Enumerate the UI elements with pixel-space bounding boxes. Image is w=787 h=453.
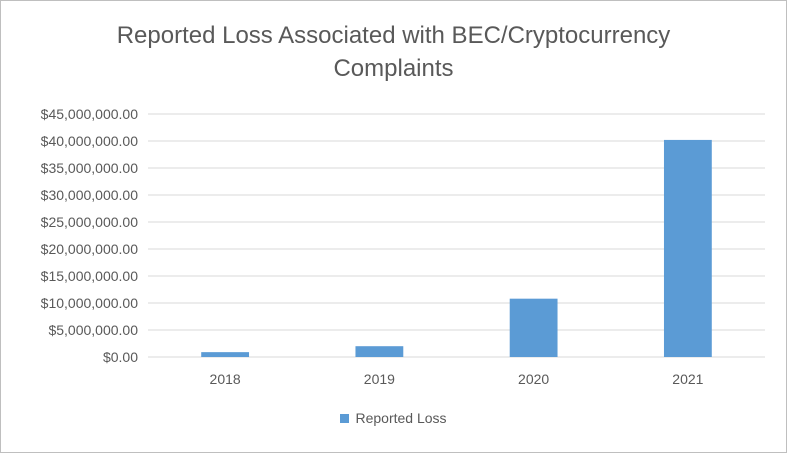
y-tick-label: $40,000,000.00 <box>41 133 139 149</box>
y-tick-label: $10,000,000.00 <box>41 295 139 311</box>
gridlines <box>148 113 765 358</box>
bar-2020 <box>509 298 558 357</box>
bar-2018 <box>201 352 250 357</box>
x-tick-label-2019: 2019 <box>364 371 395 387</box>
y-tick-label: $35,000,000.00 <box>41 160 139 176</box>
x-tick-label-2020: 2020 <box>518 371 549 387</box>
x-tick-label-2018: 2018 <box>210 371 241 387</box>
y-tick-label: $45,000,000.00 <box>41 106 139 122</box>
y-tick-label: $30,000,000.00 <box>41 187 139 203</box>
x-tick-label-2021: 2021 <box>672 371 703 387</box>
chart-title-line-2: Complaints <box>333 55 454 82</box>
y-tick-label: $5,000,000.00 <box>48 322 138 338</box>
y-tick-label: $25,000,000.00 <box>41 214 139 230</box>
x-axis-tick-labels: 2018 2019 2020 2021 <box>210 371 704 387</box>
bar-2019 <box>355 346 404 357</box>
y-tick-label: $15,000,000.00 <box>41 268 139 284</box>
chart-title: Reported Loss Associated with BEC/Crypto… <box>1 19 786 85</box>
chart-title-line-1: Reported Loss Associated with BEC/Crypto… <box>116 22 671 49</box>
y-axis-tick-labels: $0.00 $5,000,000.00 $10,000,000.00 $15,000,… <box>41 106 139 365</box>
legend-swatch-reported-loss <box>340 413 350 423</box>
legend: Reported Loss <box>1 410 786 426</box>
legend-label-reported-loss: Reported Loss <box>355 410 447 426</box>
bar-2021 <box>663 139 712 357</box>
y-tick-label: $0.00 <box>103 349 138 365</box>
bars <box>201 139 712 357</box>
y-tick-label: $20,000,000.00 <box>41 241 139 257</box>
